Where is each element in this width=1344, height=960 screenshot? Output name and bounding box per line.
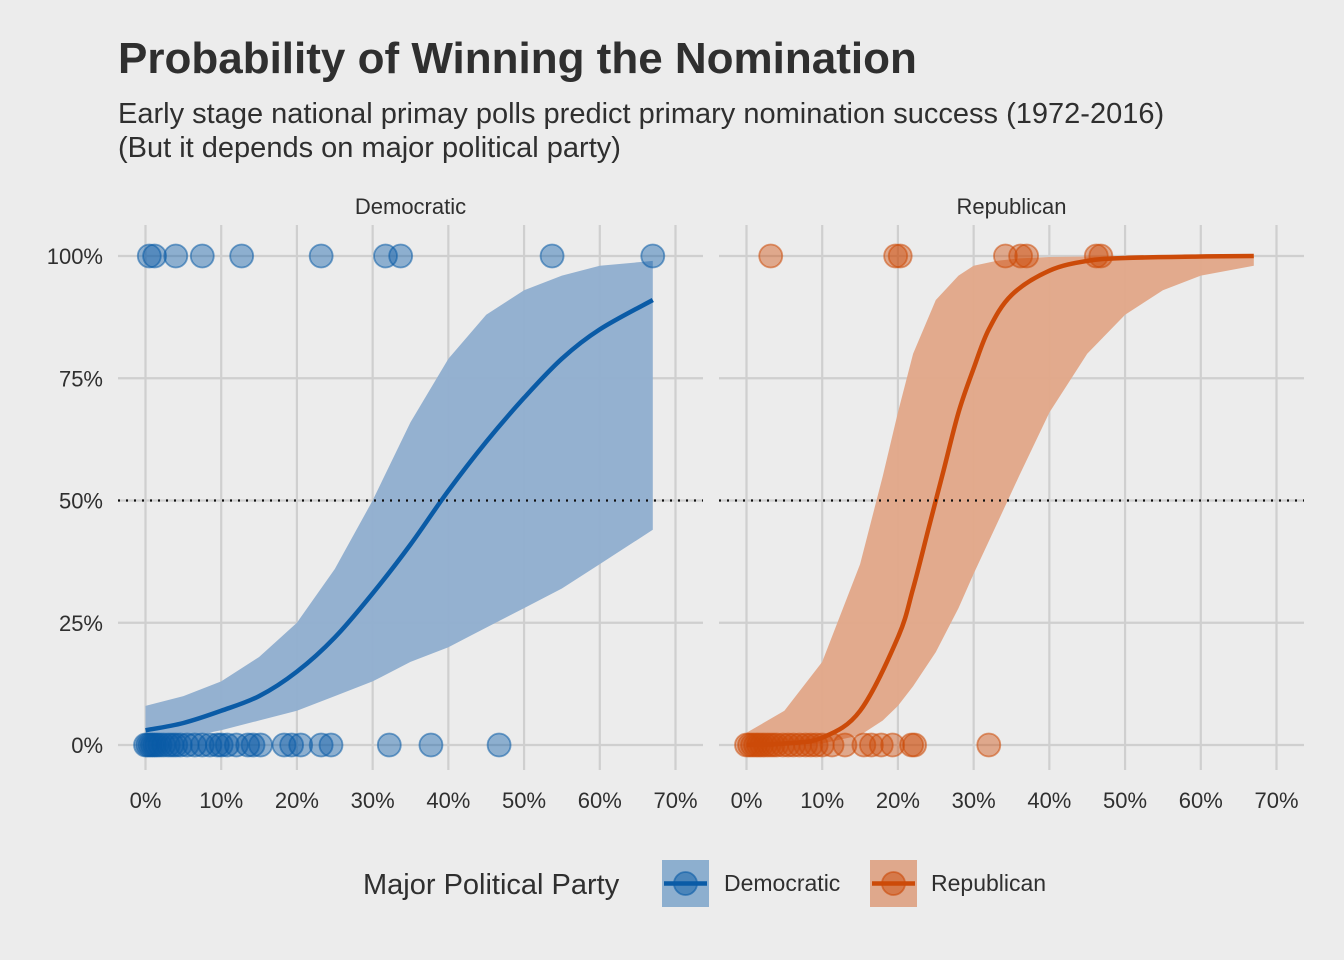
y-tick-label: 75% [59, 366, 103, 391]
data-point-democratic [539, 243, 565, 269]
x-tick-label: 30% [351, 788, 395, 813]
x-tick-label: 30% [952, 788, 996, 813]
x-tick-label: 40% [426, 788, 470, 813]
data-point-democratic [418, 732, 444, 758]
chart-subtitle-line-1: Early stage national primay polls predic… [118, 98, 1164, 130]
x-tick-label: 70% [1254, 788, 1298, 813]
y-tick-label: 100% [47, 244, 103, 269]
data-point-republican [887, 243, 913, 269]
x-tick-label: 60% [578, 788, 622, 813]
data-point-democratic [229, 243, 255, 269]
x-tick-label: 0% [130, 788, 162, 813]
data-point-republican [758, 243, 784, 269]
data-point-democratic [142, 243, 167, 269]
x-tick-label: 20% [876, 788, 920, 813]
data-point-republican [976, 732, 1002, 758]
x-tick-label: 0% [731, 788, 763, 813]
data-point-republican [1008, 243, 1033, 269]
data-point-democratic [640, 243, 666, 269]
data-point-democratic [308, 243, 334, 269]
fit-line-democratic [145, 298, 654, 733]
data-point-democratic [163, 243, 189, 269]
panel-democratic: Democratic 0% 10% 20% 30% 40% 50% 60% 70% [118, 194, 703, 813]
y-axis: 0% 25% 50% 75% 100% [47, 244, 103, 758]
data-point-democratic [167, 732, 193, 758]
chart-subtitle-line-2: (But it depends on major political party… [118, 132, 621, 164]
x-tick-label: 20% [275, 788, 319, 813]
legend-item-democratic: Democratic [662, 860, 840, 907]
y-tick-label: 0% [71, 733, 103, 758]
panel-republican: Republican 0% 10% 20% 30% 40% 50% 60% 70% [719, 194, 1304, 813]
y-tick-label: 25% [59, 611, 103, 636]
data-point-democratic [376, 732, 402, 758]
data-point-republican [880, 732, 906, 758]
legend-label-democratic: Democratic [724, 870, 840, 896]
data-point-democratic [189, 243, 215, 269]
x-tick-label: 10% [199, 788, 243, 813]
facet-label-democratic: Democratic [355, 194, 466, 219]
data-point-democratic [288, 732, 314, 758]
chart-title: Probability of Winning the Nomination [118, 34, 917, 83]
data-point-democratic [136, 243, 162, 269]
fit-line-republican [746, 253, 1254, 748]
legend-item-republican: Republican [870, 860, 1046, 907]
x-tick-label: 70% [653, 788, 697, 813]
legend-title: Major Political Party [363, 869, 620, 901]
data-point-republican [1014, 243, 1040, 269]
data-point-republican [859, 732, 884, 758]
data-point-democratic [388, 243, 414, 269]
x-tick-label: 60% [1179, 788, 1223, 813]
data-point-republican [832, 732, 858, 758]
data-point-republican [851, 732, 877, 758]
x-tick-label: 50% [1103, 788, 1147, 813]
facet-label-republican: Republican [956, 194, 1066, 219]
confidence-ribbon-democratic [145, 260, 653, 743]
data-point-democratic [279, 732, 305, 758]
x-tick-label: 40% [1027, 788, 1071, 813]
data-point-democratic [240, 732, 266, 758]
data-point-democratic [235, 732, 261, 758]
y-tick-label: 50% [59, 489, 103, 514]
data-point-democratic [214, 732, 240, 758]
data-point-republican [902, 732, 927, 758]
data-point-democratic [486, 732, 512, 758]
legend-keys: Democratic Republican [662, 860, 1046, 907]
x-tick-label: 10% [800, 788, 844, 813]
legend: Major Political Party Democratic Republic… [363, 860, 1046, 907]
x-tick-label: 50% [502, 788, 546, 813]
data-point-democratic [308, 732, 334, 758]
data-point-democratic [248, 732, 273, 758]
data-point-democratic [318, 732, 344, 758]
legend-label-republican: Republican [931, 870, 1046, 896]
data-point-republican [1088, 243, 1114, 269]
